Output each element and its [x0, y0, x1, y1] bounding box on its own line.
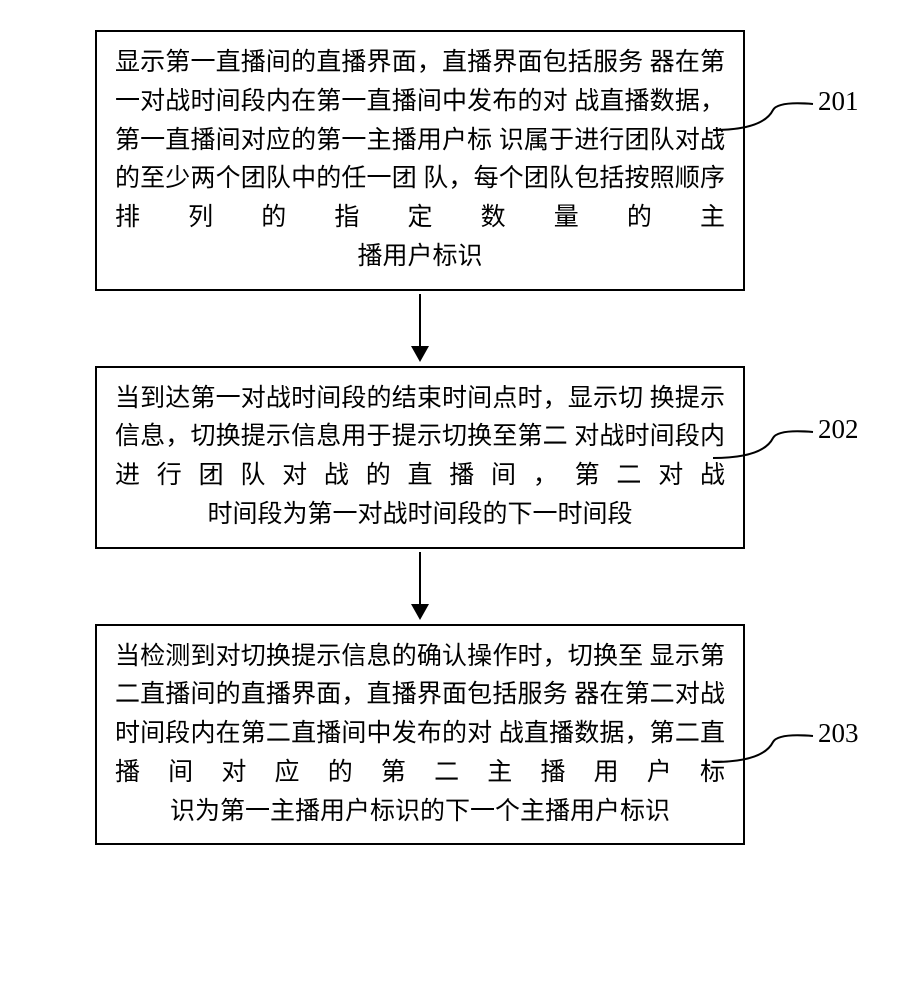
box-text-line: 显示第一直播间的直播界面，直播界面包括服务: [115, 49, 643, 76]
box-text-last-line: 识为第一主播用户标识的下一个主播用户标识: [115, 793, 725, 832]
label-connector-203: [713, 737, 833, 787]
box-text-line: 当到达第一对战时间段的结束时间点时，显示切: [115, 385, 643, 412]
box-text-last-line: 播用户标识: [115, 238, 725, 277]
flowchart-box-202: 当到达第一对战时间段的结束时间点时，显示切 换提示信息，切换提示信息用于提示切换…: [95, 366, 745, 549]
step-label-202: 202: [818, 414, 859, 445]
box-text-line: 当检测到对切换提示信息的确认操作时，切换至: [115, 643, 643, 670]
step-label-203: 203: [818, 718, 859, 749]
arrow-2: [411, 549, 429, 624]
flowchart-box-201: 显示第一直播间的直播界面，直播界面包括服务 器在第一对战时间段内在第一直播间中发…: [95, 30, 745, 291]
flowchart-container: 显示第一直播间的直播界面，直播界面包括服务 器在第一对战时间段内在第一直播间中发…: [30, 30, 810, 845]
box-text-last-line: 时间段为第一对战时间段的下一时间段: [115, 496, 725, 535]
arrow-head-icon: [411, 346, 429, 362]
label-connector-202: [713, 433, 833, 483]
arrow-1: [411, 291, 429, 366]
flowchart-box-203: 当检测到对切换提示信息的确认操作时，切换至 显示第二直播间的直播界面，直播界面包…: [95, 624, 745, 846]
label-connector-201: [713, 105, 833, 155]
arrow-line: [419, 294, 421, 346]
arrow-line: [419, 552, 421, 604]
step-label-201: 201: [818, 86, 859, 117]
arrow-head-icon: [411, 604, 429, 620]
